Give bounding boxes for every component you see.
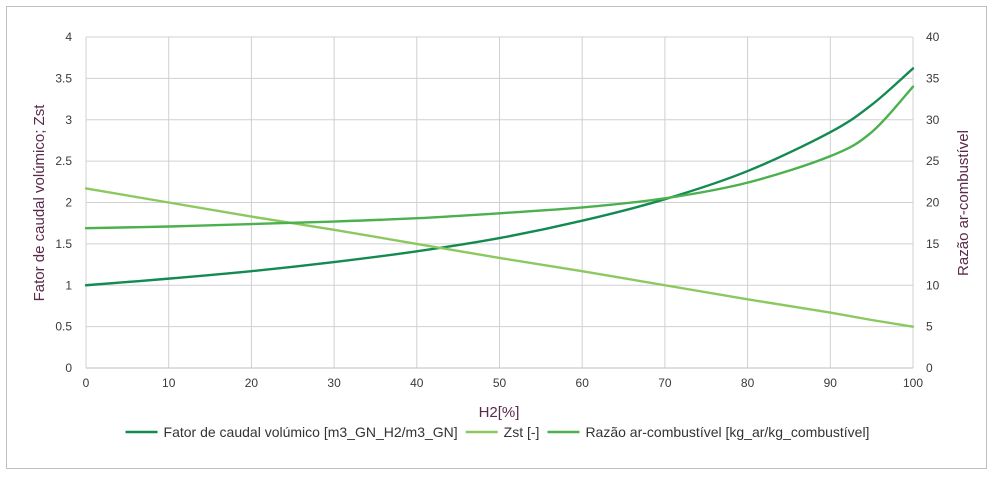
legend-entry-label: Zst [-] bbox=[504, 424, 540, 440]
x-tick-label: 0 bbox=[83, 376, 90, 390]
y-right-tick-label: 10 bbox=[926, 278, 940, 292]
y-right-tick-label: 20 bbox=[926, 196, 940, 210]
y-right-tick-label: 5 bbox=[926, 320, 933, 334]
y-left-tick-label: 3.5 bbox=[55, 71, 72, 85]
y-axis-right-title: Razão ar-combustível bbox=[955, 130, 972, 276]
y-left-tick-label: 2.5 bbox=[55, 154, 72, 168]
y-right-tick-label: 35 bbox=[926, 71, 940, 85]
y-right-tick-label: 15 bbox=[926, 237, 940, 251]
series-line-fator-de bbox=[84, 67, 915, 287]
x-tick-label: 90 bbox=[824, 376, 838, 390]
y-left-tick-label: 1 bbox=[65, 278, 72, 292]
x-tick-label: 40 bbox=[410, 376, 424, 390]
x-tick-label: 10 bbox=[162, 376, 176, 390]
y-left-tick-label: 3 bbox=[65, 113, 72, 127]
legend-entry-label: Fator de caudal volúmico [m3_GN_H2/m3_GN… bbox=[164, 424, 458, 440]
series-line-razao-ar-combustivel bbox=[84, 85, 915, 230]
legend: Fator de caudal volúmico [m3_GN_H2/m3_GN… bbox=[125, 424, 869, 440]
y-left-tick-label: 1.5 bbox=[55, 237, 72, 251]
y-left-tick-label: 0 bbox=[65, 361, 72, 375]
x-tick-label: 50 bbox=[493, 376, 507, 390]
grid-lines bbox=[85, 36, 914, 369]
x-tick-label: 60 bbox=[576, 376, 590, 390]
x-tick-label: 20 bbox=[245, 376, 259, 390]
legend-entry-label: Razão ar-combustível [kg_ar/kg_combustív… bbox=[585, 424, 869, 440]
x-tick-label: 70 bbox=[658, 376, 672, 390]
y-left-tick-label: 4 bbox=[65, 30, 72, 44]
tick-labels: 0 10 20 30 40 50 60 70 80 90 10000.511.522.533.540… bbox=[55, 30, 939, 390]
series-line-zst bbox=[84, 187, 915, 328]
y-left-tick-label: 2 bbox=[65, 196, 72, 210]
x-axis-title: H2[%] bbox=[479, 404, 520, 421]
y-right-tick-label: 40 bbox=[926, 30, 940, 44]
x-tick-label: 30 bbox=[327, 376, 341, 390]
y-axis-left-title: Fator de caudal volúmico; Zst bbox=[31, 104, 48, 302]
y-left-tick-label: 0.5 bbox=[55, 320, 72, 334]
series-layer bbox=[84, 67, 915, 328]
y-right-tick-label: 30 bbox=[926, 113, 940, 127]
x-tick-label: 80 bbox=[741, 376, 755, 390]
y-right-tick-label: 0 bbox=[926, 361, 933, 375]
y-right-tick-label: 25 bbox=[926, 154, 940, 168]
x-tick-label: 100 bbox=[903, 376, 923, 390]
